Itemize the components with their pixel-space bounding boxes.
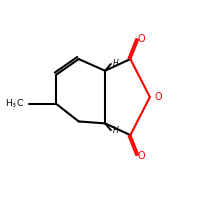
Text: O: O [155, 92, 162, 102]
Text: O: O [137, 151, 145, 161]
Text: H: H [113, 59, 119, 68]
Text: H$_3$C: H$_3$C [5, 98, 24, 110]
Text: O: O [137, 34, 145, 44]
Text: H: H [113, 126, 119, 135]
